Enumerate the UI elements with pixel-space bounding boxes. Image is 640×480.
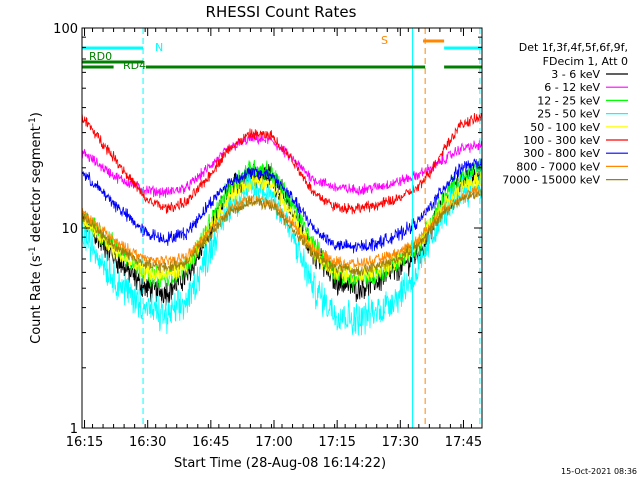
- ticks-layer: 16:15 16:30 16:45 17:00 17:15 17:30 17:45 1 10 10…: [53, 22, 483, 450]
- legend-label-4: 50 - 100 keV: [530, 121, 600, 134]
- y-tick-label: 100: [53, 22, 78, 37]
- x-tick-label: 16:30: [129, 435, 166, 450]
- flag-s-label: S: [381, 34, 388, 47]
- x-tick-label: 17:00: [255, 435, 292, 450]
- legend-label-7: 800 - 7000 keV: [516, 160, 600, 173]
- legend-header-1: Det 1f,3f,4f,5f,6f,9f,: [519, 41, 628, 54]
- y-axis-label: Count Rate (s-1 detector segment-1): [28, 112, 44, 344]
- y-tick-label: 10: [61, 222, 78, 237]
- legend-label-8: 7000 - 15000 keV: [502, 174, 600, 187]
- y-tick-label: 1: [70, 422, 78, 437]
- flag-rd4-label: RD4: [123, 59, 146, 72]
- x-tick-label: 17:15: [318, 435, 355, 450]
- x-tick-label: 16:45: [192, 435, 229, 450]
- series-line-6: [82, 158, 482, 254]
- series-line-1: [82, 132, 482, 199]
- legend: Det 1f,3f,4f,5f,6f,9f, FDecim 1, Att 0 3…: [502, 41, 628, 187]
- legend-header-2: FDecim 1, Att 0: [543, 55, 628, 68]
- series-layer: [82, 112, 482, 336]
- flag-rd0-label: RD0: [89, 50, 112, 63]
- legend-label-3: 25 - 50 keV: [537, 108, 600, 121]
- series-line-5: [82, 112, 482, 215]
- legend-label-6: 300 - 800 keV: [523, 147, 600, 160]
- legend-label-2: 12 - 25 keV: [537, 94, 600, 107]
- timestamp: 15-Oct-2021 08:36: [561, 467, 637, 476]
- legend-label-1: 6 - 12 keV: [544, 81, 600, 94]
- x-tick-label: 17:30: [382, 435, 419, 450]
- legend-label-0: 3 - 6 keV: [551, 68, 600, 81]
- chart-title: RHESSI Count Rates: [206, 3, 357, 21]
- x-axis-label: Start Time (28-Aug-08 16:14:22): [174, 456, 386, 471]
- marker-layer: RD0 RD4 N S: [82, 28, 482, 428]
- x-tick-label: 16:15: [66, 435, 103, 450]
- flag-n-label: N: [155, 41, 163, 54]
- series-line-8: [82, 190, 482, 277]
- series-line-3: [82, 170, 482, 336]
- x-tick-label: 17:45: [445, 435, 482, 450]
- legend-label-5: 100 - 300 keV: [523, 134, 600, 147]
